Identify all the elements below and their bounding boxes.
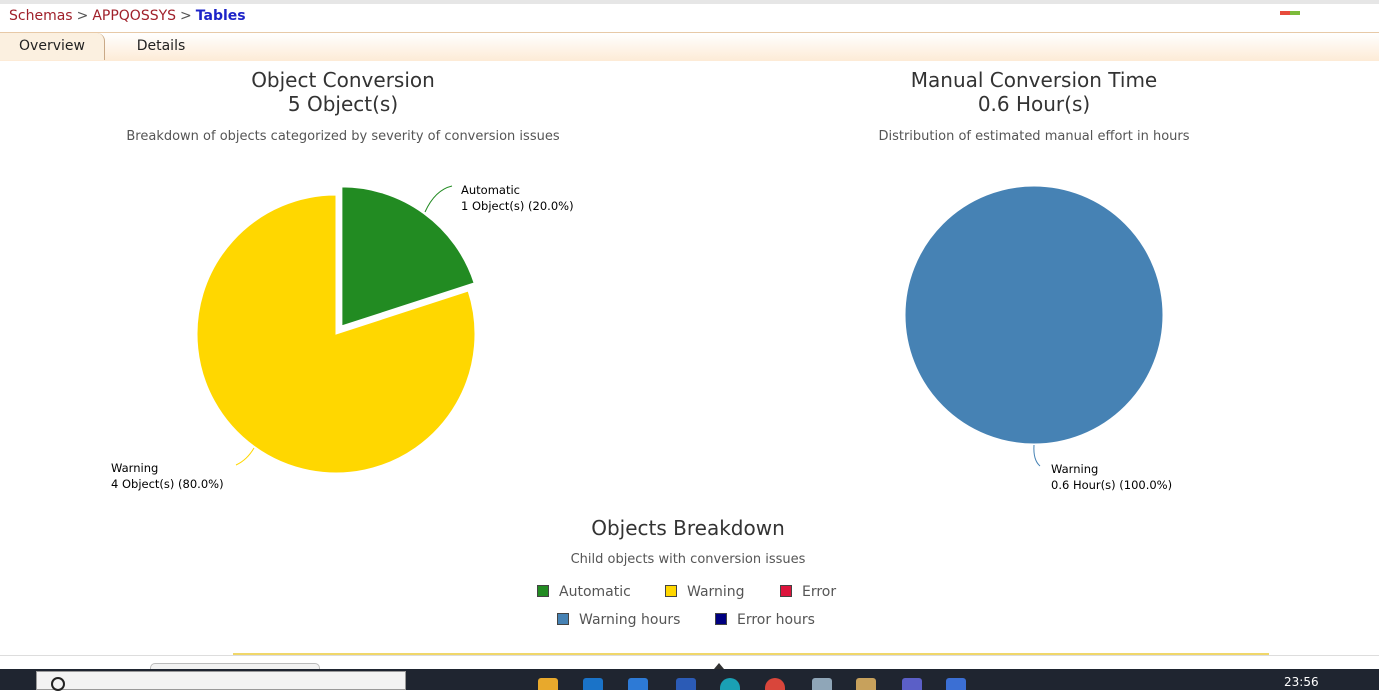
warning-hours-slice-name: Warning [1051,462,1099,476]
warning-hours-slice-value: 0.6 Hour(s) (100.0%) [1051,478,1173,492]
legend-label: Warning hours [579,612,681,628]
legend-label: Automatic [559,584,631,600]
legend-automatic[interactable]: Automatic [537,584,631,600]
manual-time-header: Manual Conversion Time 0.6 Hour(s) Distr… [794,68,1274,144]
automatic-leader-line [424,185,453,213]
tab-bar: Overview Details [0,32,1379,61]
taskbar-search-box[interactable] [36,671,406,691]
legend-swatch-error-hours [715,613,727,625]
warning-hours-slice-label: Warning 0.6 Hour(s) (100.0%) [1051,461,1172,493]
legend-label: Error hours [737,612,815,628]
warning-hours-leader-line [1033,444,1041,467]
legend-swatch-automatic [537,585,549,597]
pie-slice-automatic[interactable] [341,186,475,327]
bottom-tab-strip [0,655,1379,670]
legend-error[interactable]: Error [780,584,836,600]
legend-swatch-warning [665,585,677,597]
breakdown-subtitle: Child objects with conversion issues [570,552,806,567]
chrome-icon[interactable] [765,678,785,690]
gear-icon[interactable] [628,678,648,690]
breakdown-chart-top-border [233,653,1269,655]
legend-warning-hours[interactable]: Warning hours [557,612,680,628]
breadcrumb-schemas[interactable]: Schemas [9,8,73,24]
manual-time-subtitle: Distribution of estimated manual effort … [878,129,1190,144]
breadcrumb-tables: Tables [195,8,246,24]
warning-slice-label: Warning 4 Object(s) (80.0%) [111,460,224,492]
warning-leader-line [235,447,255,466]
legend-swatch-error [780,585,792,597]
automatic-slice-name: Automatic [461,183,520,197]
object-conversion-header: Object Conversion 5 Object(s) Breakdown … [103,68,583,144]
breadcrumb-separator: > [76,8,89,24]
bottom-tab[interactable] [150,663,320,674]
breakdown-title: Objects Breakdown [591,516,785,540]
document-icon[interactable] [676,678,696,690]
pie-slice-warning[interactable] [904,185,1164,445]
browser-icon[interactable] [720,678,740,690]
tab-overview[interactable]: Overview [0,33,105,60]
breadcrumb-appqossys[interactable]: APPQOSSYS [92,8,177,24]
manual-time-total: 0.6 Hour(s) [977,92,1091,116]
mail-icon[interactable] [583,678,603,690]
automatic-slice-label: Automatic 1 Object(s) (20.0%) [461,182,574,214]
warning-slice-name: Warning [111,461,159,475]
search-icon [51,677,65,691]
teams-icon[interactable] [902,678,922,690]
breadcrumb: Schemas > APPQOSSYS > Tables [9,8,246,24]
tab-details[interactable]: Details [136,38,186,54]
network-icon[interactable] [946,678,966,690]
legend-label: Error [802,584,837,600]
manual-time-title: Manual Conversion Time [910,68,1158,92]
object-conversion-pie [196,186,476,474]
window-controls-fragment [1280,0,1300,15]
breakdown-header: Objects Breakdown Child objects with con… [448,516,928,567]
legend-swatch-warning-hours [557,613,569,625]
app-icon[interactable] [812,678,832,690]
pie-slice-warning[interactable] [196,194,476,474]
taskbar-clock[interactable]: 23:56 [1284,675,1319,689]
legend-warning[interactable]: Warning [665,584,745,600]
manual-time-pie [904,185,1164,445]
object-conversion-subtitle: Breakdown of objects categorized by seve… [126,129,560,144]
paint-icon[interactable] [856,678,876,690]
window-top-border [0,0,1379,4]
legend-error-hours[interactable]: Error hours [715,612,815,628]
object-conversion-total: 5 Object(s) [287,92,399,116]
object-conversion-title: Object Conversion [251,68,435,92]
legend-label: Warning [687,584,745,600]
warning-slice-value: 4 Object(s) (80.0%) [111,477,224,491]
breadcrumb-separator: > [180,8,192,24]
automatic-slice-value: 1 Object(s) (20.0%) [461,199,574,213]
folder-icon[interactable] [538,678,558,690]
chevron-up-icon[interactable] [714,663,724,669]
